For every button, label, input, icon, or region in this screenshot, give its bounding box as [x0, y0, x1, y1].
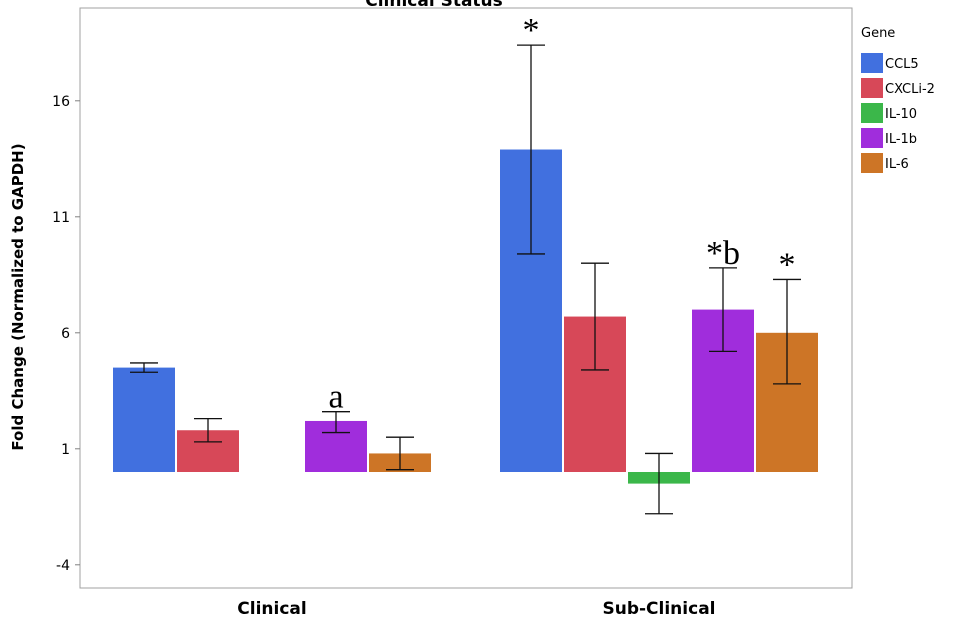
x-axis: Clinical Sub-Clinical	[237, 599, 715, 619]
y-tick-label: 1	[61, 442, 70, 458]
y-axis-label: Fold Change (Normalized to GAPDH)	[9, 143, 27, 450]
legend-swatch	[861, 153, 883, 173]
y-tick-label: -4	[56, 558, 70, 574]
bars-layer	[113, 149, 818, 484]
legend-title: Gene	[861, 26, 895, 41]
chart-title: Clinical Status	[365, 0, 503, 11]
legend-label: IL-1b	[885, 132, 917, 147]
significance-label: *b	[706, 235, 740, 272]
legend-swatch	[861, 78, 883, 98]
y-tick-label: 11	[52, 210, 70, 226]
legend-swatch	[861, 53, 883, 73]
y-tick-label: 6	[61, 326, 70, 342]
x-tick-label: Clinical	[237, 599, 306, 619]
plot-frame	[79, 7, 853, 589]
annotations-layer: * a *b *	[328, 12, 795, 416]
legend-label: IL-6	[885, 157, 909, 172]
significance-label: a	[328, 379, 343, 416]
legend-label: IL-10	[885, 107, 917, 122]
error-bars-layer	[130, 44, 801, 515]
legend-label: CCL5	[885, 57, 919, 72]
x-tick-label: Sub-Clinical	[602, 599, 715, 619]
legend-label: CXCLi-2	[885, 82, 935, 97]
y-tick-label: 16	[52, 94, 70, 110]
legend-swatch	[861, 103, 883, 123]
bar	[113, 367, 175, 472]
significance-label: *	[523, 12, 540, 49]
significance-label: *	[779, 246, 796, 283]
legend: Gene CCL5 CXCLi-2 IL-10 IL-1b IL-6	[861, 26, 935, 173]
legend-swatch	[861, 128, 883, 148]
